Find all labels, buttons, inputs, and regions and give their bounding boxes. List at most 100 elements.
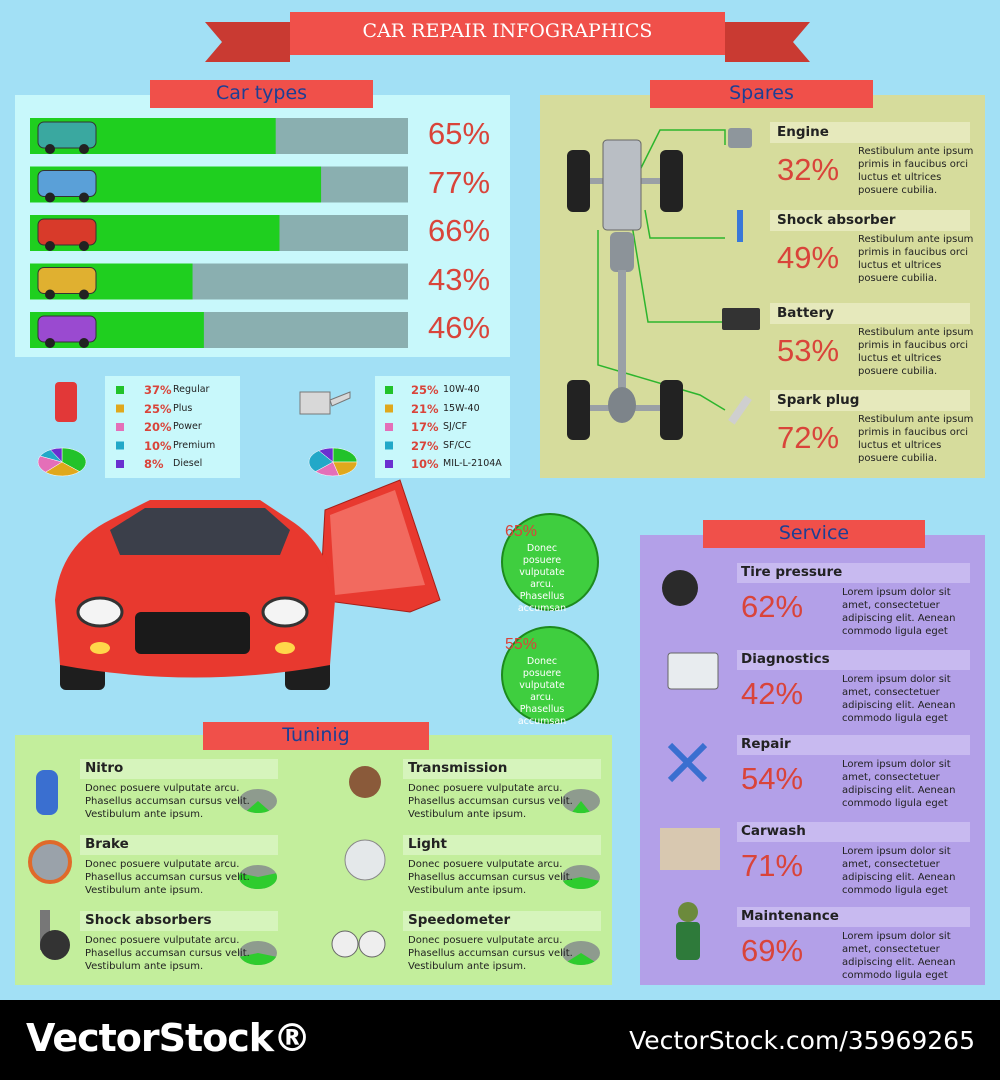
item-text: Restibulum ante ipsum primis in faucibus… xyxy=(858,327,974,377)
legend-swatch xyxy=(385,386,393,394)
pie-slice xyxy=(49,447,63,463)
fuel-panel xyxy=(105,376,240,478)
shock-icon xyxy=(737,210,743,242)
car-icon xyxy=(37,218,97,246)
legend-percent: 20% xyxy=(144,420,172,434)
pie-slice xyxy=(308,450,334,472)
callout-circle xyxy=(501,513,599,611)
percent: 42% xyxy=(741,676,804,711)
callout-text: Donec posuere vulputate arcu. Phasellus … xyxy=(517,656,567,727)
legend-swatch xyxy=(385,441,393,450)
item-text: Lorem ipsum dolor sit amet, consectetuer… xyxy=(842,587,956,637)
pie-slice xyxy=(567,953,595,965)
pie-slice xyxy=(562,877,600,889)
footer-url: VectorStock.com/35969265 xyxy=(629,1026,975,1055)
car-wheel xyxy=(79,144,89,154)
heading: Car types xyxy=(215,82,308,104)
legend-percent: 27% xyxy=(411,438,439,453)
oil-panel xyxy=(375,376,510,478)
legend-percent: 25% xyxy=(411,383,439,397)
item-name: Spark plug xyxy=(777,392,860,408)
legend-swatch xyxy=(116,441,124,450)
label-bar xyxy=(737,822,970,842)
car-wheel xyxy=(45,289,55,300)
pie-slice xyxy=(61,447,87,472)
callout-percent: 55% xyxy=(505,636,538,653)
pie-slice xyxy=(318,447,334,463)
label-bar xyxy=(737,650,970,670)
brake-icon xyxy=(28,840,72,884)
item-name: Shock absorbers xyxy=(85,912,212,928)
label-bar xyxy=(770,122,970,143)
label-bar xyxy=(770,210,970,231)
heading: Tuninig xyxy=(282,724,350,746)
legend-percent: 17% xyxy=(411,420,439,434)
legend-swatch xyxy=(116,404,124,413)
pie-slice xyxy=(246,801,270,813)
item-name: Maintenance xyxy=(741,908,839,924)
legend-name: 10W-40 xyxy=(443,384,480,395)
car-wheel xyxy=(45,338,55,348)
item-name: Carwash xyxy=(741,823,806,839)
car-wheel xyxy=(79,241,89,251)
item-name: Transmission xyxy=(408,760,508,776)
percent: 71% xyxy=(741,848,804,883)
percent: 53% xyxy=(777,333,840,368)
mechanic-icon xyxy=(678,902,698,922)
red-car xyxy=(55,479,441,690)
percent: 62% xyxy=(741,589,804,624)
title-ribbon xyxy=(290,12,725,55)
legend-swatch xyxy=(116,423,124,431)
car-icon xyxy=(37,315,97,343)
legend-name: Plus xyxy=(173,402,193,414)
car-wheel xyxy=(45,192,55,203)
speedometer-icon xyxy=(331,930,359,958)
percent: 46% xyxy=(428,310,491,345)
wheel-icon xyxy=(40,930,70,960)
footer-bar xyxy=(0,1000,1000,1080)
item-name: Engine xyxy=(777,124,829,140)
spark-plug-icon xyxy=(728,395,752,425)
legend-percent: 21% xyxy=(411,401,439,416)
percent: 69% xyxy=(741,933,804,968)
legend-name: Diesel xyxy=(173,458,203,469)
heading: Service xyxy=(778,522,850,544)
item-text: Donec posuere vulputate arcu. Phasellus … xyxy=(85,935,250,972)
item-name: Speedometer xyxy=(408,912,511,928)
legend-percent: 37% xyxy=(144,383,172,397)
percent: 49% xyxy=(777,240,840,275)
heading-bar xyxy=(203,722,429,750)
item-name: Shock absorber xyxy=(777,212,896,228)
tire-icon xyxy=(662,570,698,606)
car-wheel xyxy=(45,241,55,251)
item-text: Lorem ipsum dolor sit amet, consectetuer… xyxy=(842,759,956,809)
pie-slice xyxy=(572,801,590,813)
item-name: Diagnostics xyxy=(741,651,830,667)
label-bar xyxy=(80,835,278,855)
legend-name: 15W-40 xyxy=(443,402,480,414)
label-bar xyxy=(80,759,278,779)
callout-percent: 65% xyxy=(505,523,538,540)
percent: 72% xyxy=(777,420,840,455)
callout-text: Donec posuere vulputate arcu. Phasellus … xyxy=(517,543,567,614)
tools-icon xyxy=(667,742,708,783)
label-bar xyxy=(737,563,970,583)
car-icon xyxy=(37,121,97,149)
item-text: Donec posuere vulputate arcu. Phasellus … xyxy=(408,783,573,820)
label-bar xyxy=(737,735,970,755)
percent: 66% xyxy=(428,213,491,248)
percent: 54% xyxy=(741,761,804,796)
legend-percent: 8% xyxy=(144,457,164,471)
heading: Spares xyxy=(729,82,794,104)
percent: 65% xyxy=(428,116,491,151)
ribbon-tail xyxy=(725,22,810,62)
label-bar xyxy=(403,835,601,855)
percent: 43% xyxy=(428,261,491,297)
item-name: Nitro xyxy=(85,760,124,776)
item-text: Restibulum ante ipsum primis in faucibus… xyxy=(858,146,974,196)
heading-bar xyxy=(703,520,925,548)
legend-swatch xyxy=(385,404,393,413)
legend-percent: 25% xyxy=(144,401,172,416)
